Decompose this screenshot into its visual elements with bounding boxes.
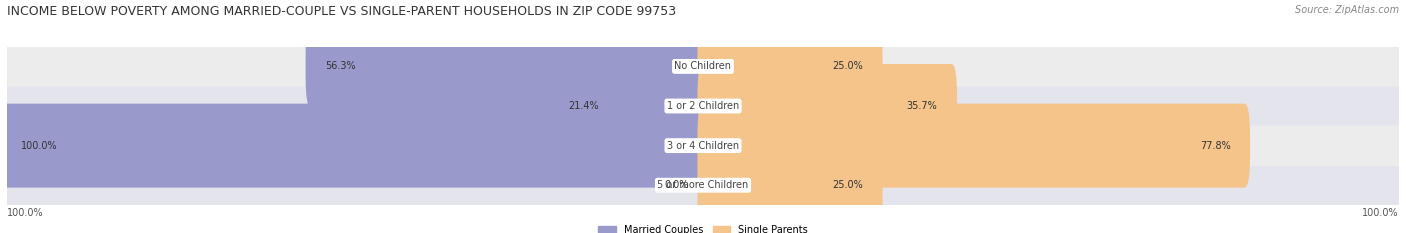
Text: 100.0%: 100.0% bbox=[1362, 208, 1399, 218]
FancyBboxPatch shape bbox=[548, 64, 709, 148]
Text: 100.0%: 100.0% bbox=[21, 141, 58, 151]
FancyBboxPatch shape bbox=[7, 165, 1399, 205]
FancyBboxPatch shape bbox=[7, 126, 1399, 165]
Text: 1 or 2 Children: 1 or 2 Children bbox=[666, 101, 740, 111]
Text: No Children: No Children bbox=[675, 62, 731, 71]
Text: 3 or 4 Children: 3 or 4 Children bbox=[666, 141, 740, 151]
Text: 0.0%: 0.0% bbox=[665, 180, 689, 190]
Text: 25.0%: 25.0% bbox=[832, 62, 863, 71]
FancyBboxPatch shape bbox=[697, 104, 1250, 188]
Text: 5 or more Children: 5 or more Children bbox=[658, 180, 748, 190]
Text: 21.4%: 21.4% bbox=[568, 101, 599, 111]
FancyBboxPatch shape bbox=[697, 143, 883, 227]
Legend: Married Couples, Single Parents: Married Couples, Single Parents bbox=[599, 225, 807, 233]
FancyBboxPatch shape bbox=[697, 64, 957, 148]
FancyBboxPatch shape bbox=[305, 24, 709, 108]
Text: 77.8%: 77.8% bbox=[1199, 141, 1230, 151]
FancyBboxPatch shape bbox=[7, 86, 1399, 126]
FancyBboxPatch shape bbox=[697, 24, 883, 108]
Text: 100.0%: 100.0% bbox=[7, 208, 44, 218]
Text: Source: ZipAtlas.com: Source: ZipAtlas.com bbox=[1295, 5, 1399, 15]
Text: 56.3%: 56.3% bbox=[325, 62, 356, 71]
FancyBboxPatch shape bbox=[1, 104, 709, 188]
Text: INCOME BELOW POVERTY AMONG MARRIED-COUPLE VS SINGLE-PARENT HOUSEHOLDS IN ZIP COD: INCOME BELOW POVERTY AMONG MARRIED-COUPL… bbox=[7, 5, 676, 18]
FancyBboxPatch shape bbox=[7, 47, 1399, 86]
Text: 35.7%: 35.7% bbox=[907, 101, 938, 111]
Text: 25.0%: 25.0% bbox=[832, 180, 863, 190]
